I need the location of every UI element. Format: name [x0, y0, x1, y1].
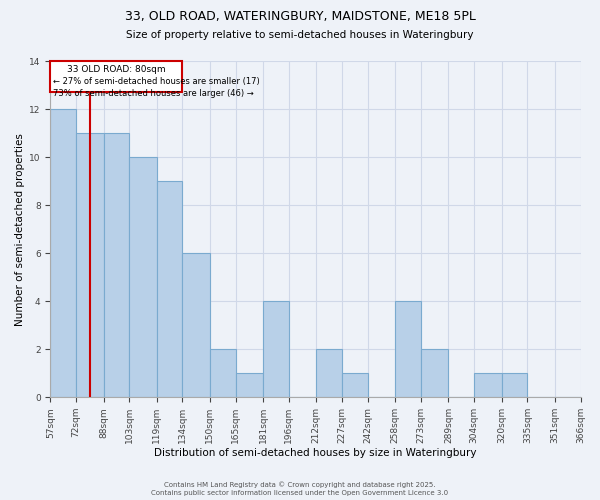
Text: Size of property relative to semi-detached houses in Wateringbury: Size of property relative to semi-detach…: [126, 30, 474, 40]
FancyBboxPatch shape: [50, 61, 182, 92]
Bar: [395, 301, 421, 397]
Bar: [130, 157, 157, 397]
Bar: [182, 253, 210, 397]
Bar: [502, 373, 527, 397]
Bar: [104, 133, 130, 397]
Bar: [210, 349, 236, 397]
Text: ← 27% of semi-detached houses are smaller (17): ← 27% of semi-detached houses are smalle…: [53, 76, 260, 86]
X-axis label: Distribution of semi-detached houses by size in Wateringbury: Distribution of semi-detached houses by …: [154, 448, 476, 458]
Text: 33, OLD ROAD, WATERINGBURY, MAIDSTONE, ME18 5PL: 33, OLD ROAD, WATERINGBURY, MAIDSTONE, M…: [125, 10, 475, 23]
Bar: [316, 349, 342, 397]
Text: 73% of semi-detached houses are larger (46) →: 73% of semi-detached houses are larger (…: [53, 88, 254, 98]
Bar: [50, 109, 76, 397]
Bar: [263, 301, 289, 397]
Text: 33 OLD ROAD: 80sqm: 33 OLD ROAD: 80sqm: [67, 64, 166, 74]
Bar: [236, 373, 263, 397]
Bar: [342, 373, 368, 397]
Bar: [76, 133, 104, 397]
Y-axis label: Number of semi-detached properties: Number of semi-detached properties: [15, 132, 25, 326]
Text: Contains public sector information licensed under the Open Government Licence 3.: Contains public sector information licen…: [151, 490, 449, 496]
Bar: [157, 181, 182, 397]
Bar: [474, 373, 502, 397]
Bar: [421, 349, 448, 397]
Text: Contains HM Land Registry data © Crown copyright and database right 2025.: Contains HM Land Registry data © Crown c…: [164, 481, 436, 488]
